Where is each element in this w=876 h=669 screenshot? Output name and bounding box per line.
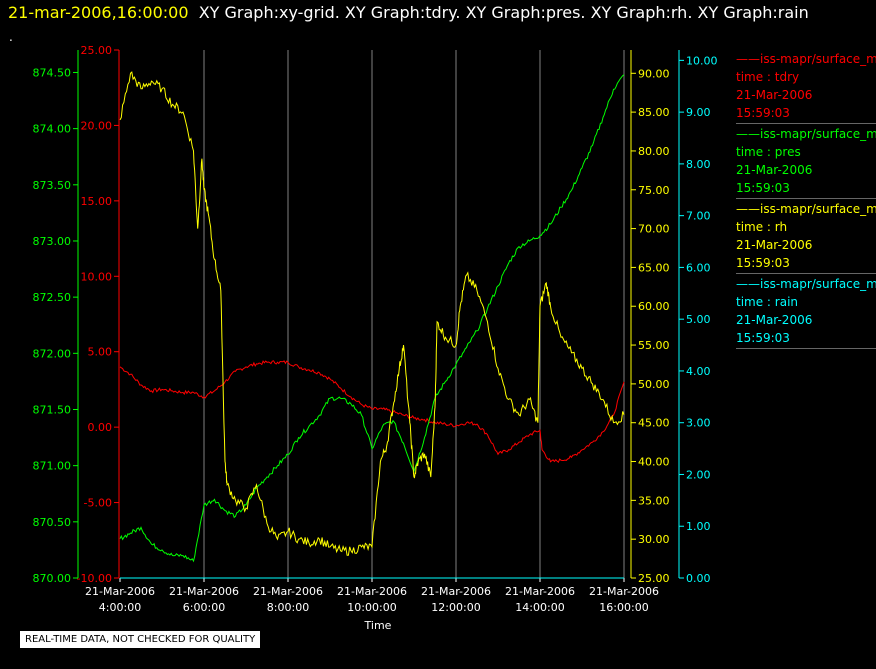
tdry-tick-label: 20.00	[81, 119, 113, 132]
rh-tick-label: 25.00	[638, 572, 670, 585]
x-tick-time: 6:00:00	[183, 601, 225, 614]
rh-tick-label: 65.00	[638, 261, 670, 274]
pres-tick-label: 870.50	[33, 516, 72, 529]
pres-series-line	[119, 74, 625, 563]
legend-series-name: ——iss-mapr/surface_m	[736, 127, 876, 141]
tdry-tick-label: 15.00	[81, 195, 113, 208]
pres-tick-label: 870.00	[33, 572, 72, 585]
x-tick-time: 16:00:00	[599, 601, 648, 614]
x-tick-date: 21-Mar-2006	[169, 585, 239, 598]
pres-tick-label: 873.00	[33, 235, 72, 248]
legend-date: 21-Mar-2006	[736, 313, 813, 327]
x-tick-time: 14:00:00	[515, 601, 564, 614]
rain-tick-label: 9.00	[686, 106, 711, 119]
vertical-grid-lines	[203, 50, 625, 578]
rh-tick-label: 80.00	[638, 145, 670, 158]
legend-field: time : pres	[736, 145, 801, 159]
legend-series-name: ——iss-mapr/surface_m	[736, 52, 876, 66]
legend-date: 21-Mar-2006	[736, 88, 813, 102]
rain-tick-label: 10.00	[686, 54, 718, 67]
chart-axes: -10.00 -5.00 0.00 5.00 10.00 15.00 20.00 25.00 8…	[33, 44, 718, 585]
rh-tick-label: 85.00	[638, 106, 670, 119]
rain-tick-label: 4.00	[686, 365, 711, 378]
x-tick-date: 21-Mar-2006	[337, 585, 407, 598]
tdry-tick-label: -10.00	[77, 572, 112, 585]
x-tick-date: 21-Mar-2006	[85, 585, 155, 598]
rh-tick-label: 75.00	[638, 184, 670, 197]
pres-tick-label: 874.50	[33, 66, 72, 79]
rh-tick-label: 45.00	[638, 417, 670, 430]
x-tick-date: 21-Mar-2006	[589, 585, 659, 598]
legend-time: 15:59:03	[736, 106, 790, 120]
rh-tick-label: 35.00	[638, 494, 670, 507]
x-tick-date: 21-Mar-2006	[253, 585, 323, 598]
pres-tick-label: 874.00	[33, 123, 72, 136]
legend-date: 21-Mar-2006	[736, 163, 813, 177]
pres-tick-label: 871.00	[33, 460, 72, 473]
x-tick-time: 10:00:00	[347, 601, 396, 614]
rain-tick-label: 1.00	[686, 520, 711, 533]
rain-tick-label: 2.00	[686, 468, 711, 481]
graph-header: 21-mar-2006,16:00:00 XY Graph:xy-grid. X…	[8, 3, 809, 22]
header-timestamp: 21-mar-2006,16:00:00	[8, 3, 189, 22]
chart-series	[119, 71, 625, 579]
legend-entry-rain: ——iss-mapr/surface_m time : rain 21-Mar-…	[736, 275, 876, 349]
rh-tick-label: 70.00	[638, 223, 670, 236]
rain-tick-label: 5.00	[686, 313, 711, 326]
x-tick-time: 12:00:00	[431, 601, 480, 614]
rh-series-line	[119, 71, 625, 556]
header-dot: .	[9, 30, 13, 44]
quality-notice: REAL-TIME DATA, NOT CHECKED FOR QUALITY	[19, 630, 262, 649]
pres-tick-label: 872.50	[33, 291, 72, 304]
legend-entry-tdry: ——iss-mapr/surface_m time : tdry 21-Mar-…	[736, 50, 876, 124]
pres-tick-label: 871.50	[33, 403, 72, 416]
rain-tick-label: 7.00	[686, 210, 711, 223]
tdry-tick-label: 25.00	[81, 44, 113, 57]
x-tick-time: 4:00:00	[99, 601, 141, 614]
tdry-tick-label: 5.00	[88, 346, 113, 359]
legend: ——iss-mapr/surface_m time : tdry 21-Mar-…	[736, 50, 876, 350]
rh-tick-label: 90.00	[638, 67, 670, 80]
legend-time: 15:59:03	[736, 256, 790, 270]
legend-field: time : rh	[736, 220, 788, 234]
legend-field: time : tdry	[736, 70, 800, 84]
rh-tick-label: 60.00	[638, 300, 670, 313]
legend-entry-rh: ——iss-mapr/surface_m time : rh 21-Mar-20…	[736, 200, 876, 274]
rh-tick-label: 40.00	[638, 456, 670, 469]
rain-tick-label: 8.00	[686, 158, 711, 171]
rh-tick-label: 55.00	[638, 339, 670, 352]
legend-series-name: ——iss-mapr/surface_m	[736, 202, 876, 216]
legend-time: 15:59:03	[736, 181, 790, 195]
rain-tick-label: 3.00	[686, 417, 711, 430]
pres-tick-label: 873.50	[33, 179, 72, 192]
tdry-series-line	[119, 360, 625, 464]
tdry-tick-label: 10.00	[81, 270, 113, 283]
tdry-tick-label: -5.00	[84, 497, 112, 510]
x-tick-time: 8:00:00	[267, 601, 309, 614]
rh-tick-label: 30.00	[638, 533, 670, 546]
header-graph-titles: XY Graph:xy-grid. XY Graph:tdry. XY Grap…	[198, 3, 809, 22]
legend-entry-pres: ——iss-mapr/surface_m time : pres 21-Mar-…	[736, 125, 876, 199]
legend-time: 15:59:03	[736, 331, 790, 345]
x-axis-label: Time	[364, 619, 392, 632]
tdry-tick-label: 0.00	[88, 421, 113, 434]
x-tick-date: 21-Mar-2006	[505, 585, 575, 598]
rh-tick-label: 50.00	[638, 378, 670, 391]
legend-series-name: ——iss-mapr/surface_m	[736, 277, 876, 291]
x-tick-date: 21-Mar-2006	[421, 585, 491, 598]
x-axis-ticks: 21-Mar-2006 4:00:00 21-Mar-2006 6:00:00 21-M…	[85, 578, 659, 614]
pres-tick-label: 872.00	[33, 347, 72, 360]
rain-tick-label: 6.00	[686, 261, 711, 274]
rain-tick-label: 0.00	[686, 572, 711, 585]
legend-date: 21-Mar-2006	[736, 238, 813, 252]
legend-field: time : rain	[736, 295, 799, 309]
